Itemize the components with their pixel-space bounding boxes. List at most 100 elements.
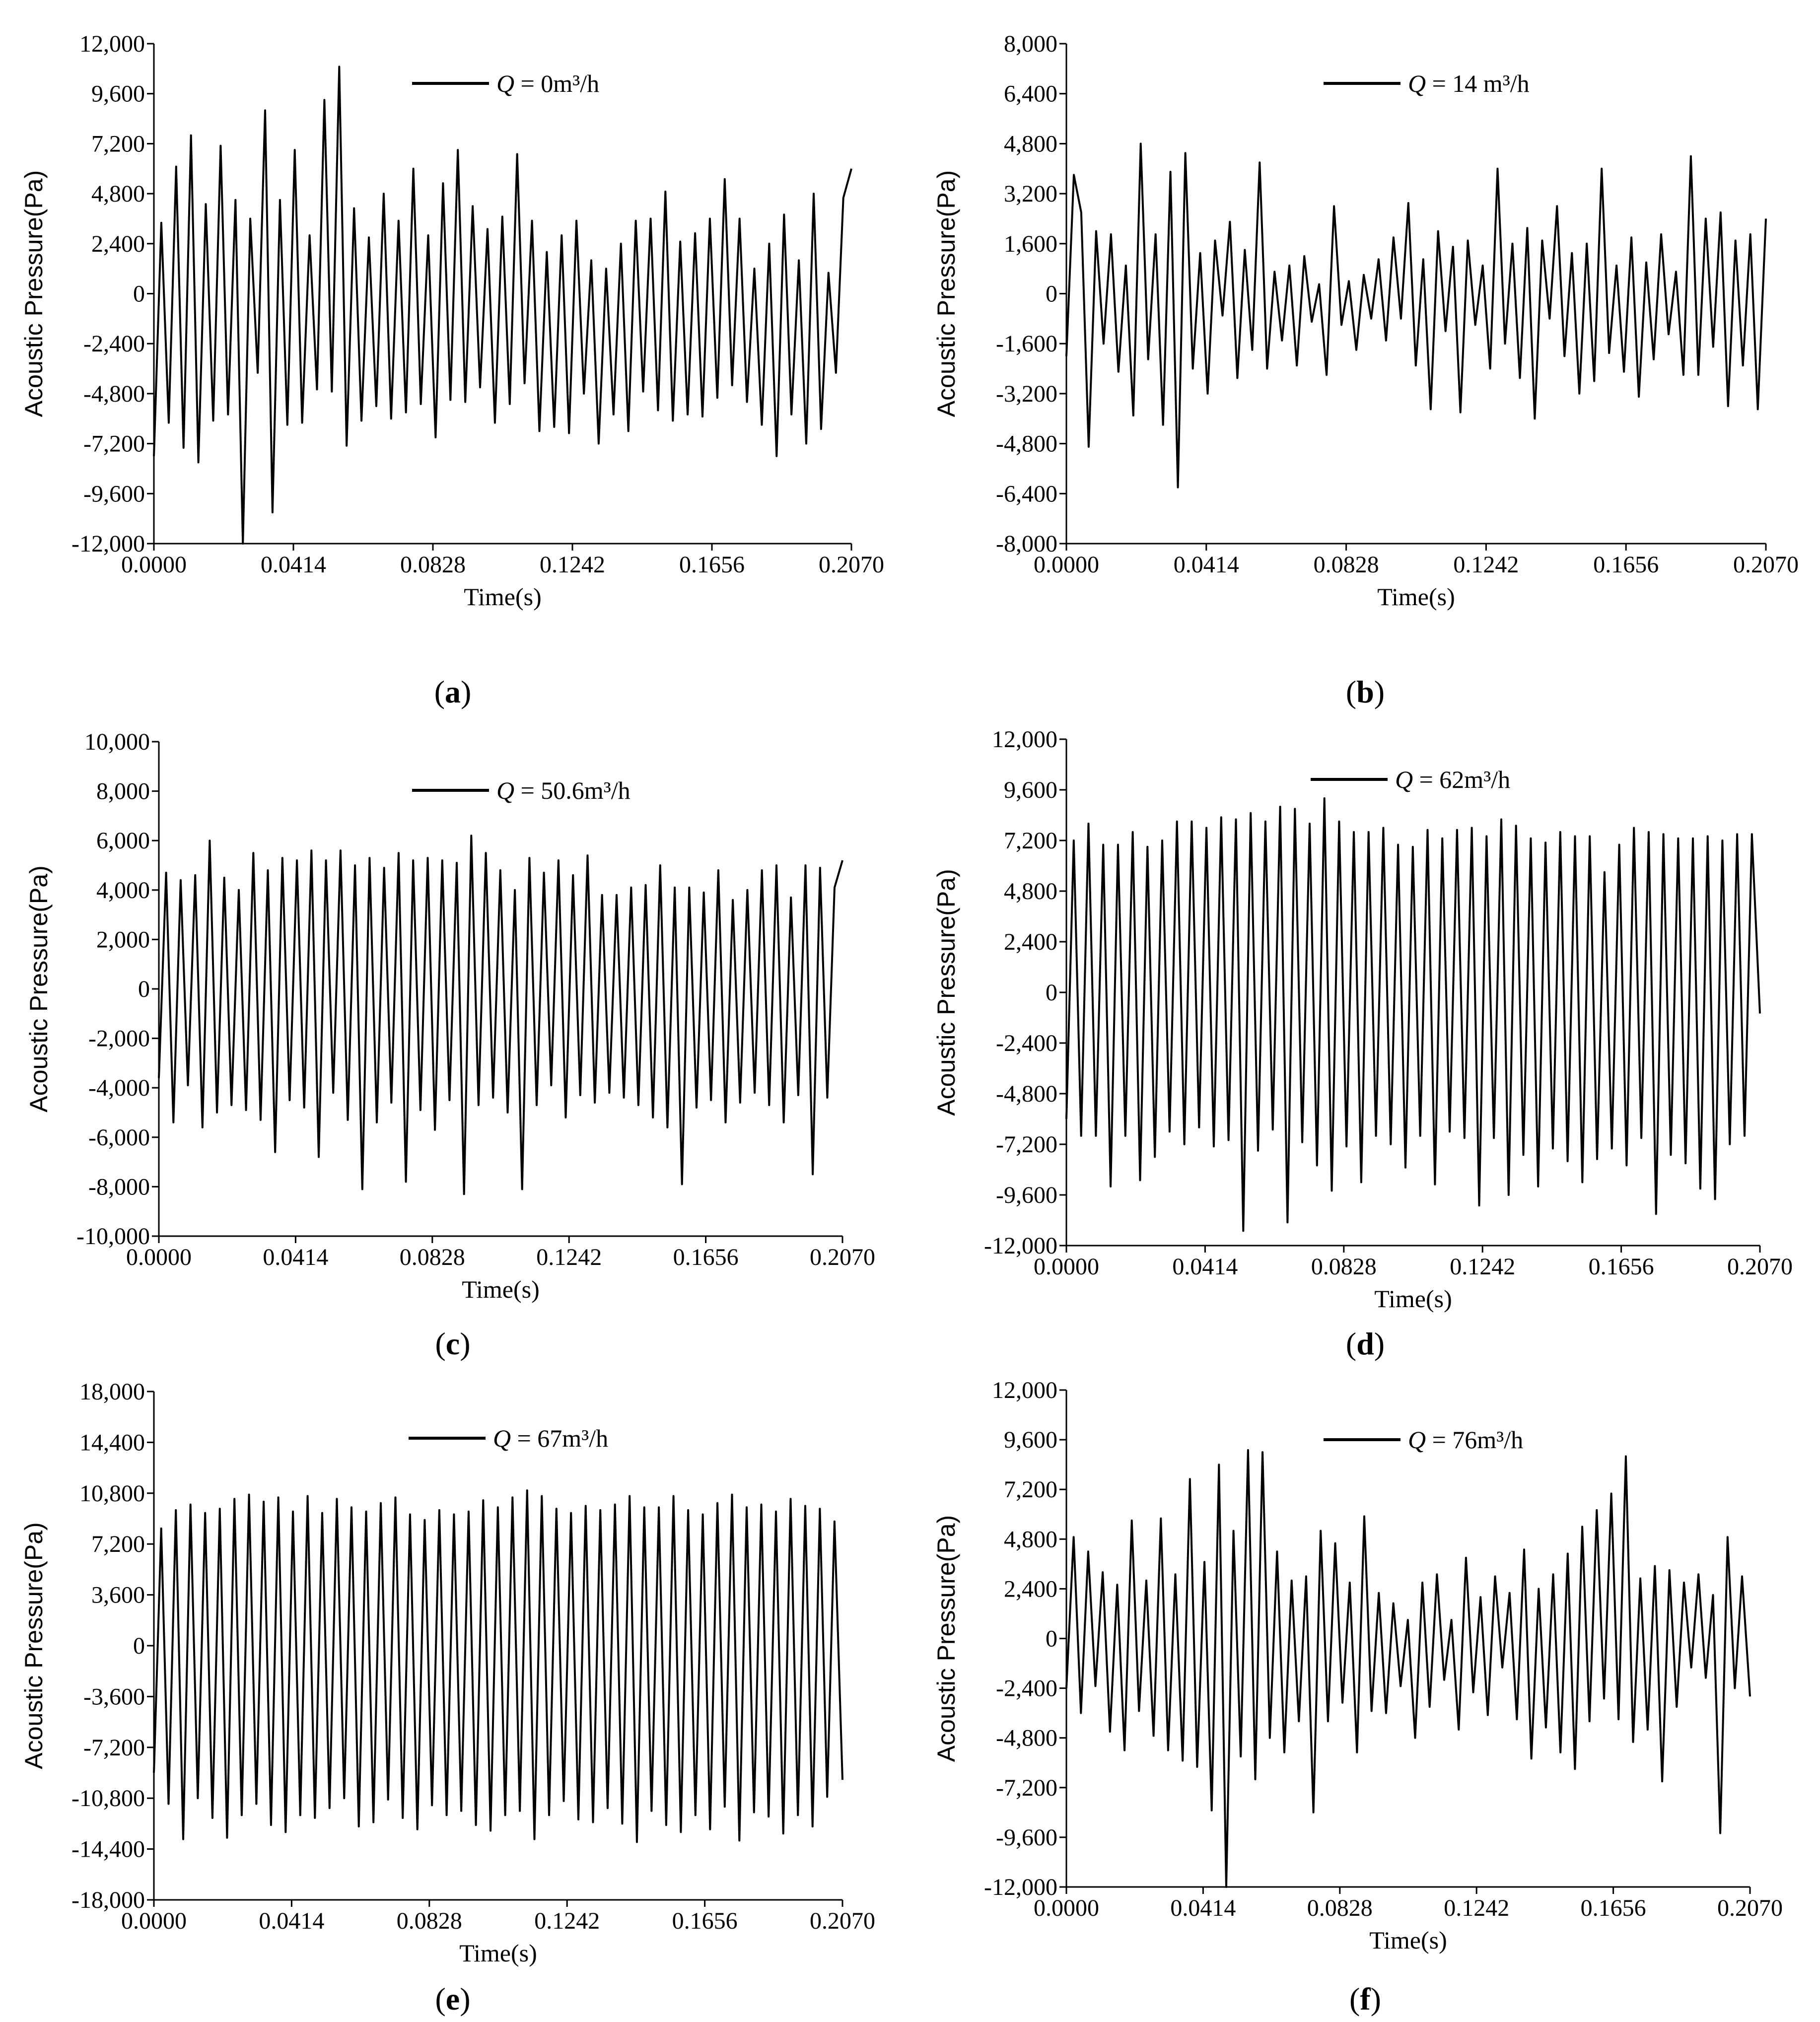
y-tick-label: 0 bbox=[1046, 979, 1057, 1006]
y-tick-label: -2,400 bbox=[996, 1675, 1057, 1702]
legend: Q = 0m³/h bbox=[412, 70, 599, 97]
y-tick-label: 3,200 bbox=[1004, 181, 1057, 207]
chart-panel-f: -12,000 -9,600 -7,200 -4,800 -2,400 0 2,400 4,8… bbox=[932, 1377, 1783, 2017]
legend-label: Q = 14 m³/h bbox=[1408, 70, 1530, 97]
y-tick-label: 4,800 bbox=[1004, 878, 1057, 905]
legend: Q = 50.6m³/h bbox=[412, 776, 630, 804]
chart-panel-d: -12,000 -9,600 -7,200 -4,800 -2,400 0 2,400 4,8… bbox=[932, 726, 1793, 1361]
y-tick-label: -12,000 bbox=[984, 1874, 1057, 1900]
y-tick-label: 2,400 bbox=[1004, 1576, 1057, 1602]
x-tick-label: 0.1656 bbox=[673, 1244, 739, 1270]
y-tick-label: 0 bbox=[133, 1633, 145, 1659]
x-tick-label: 0.0414 bbox=[1170, 1895, 1236, 1921]
y-tick-label: 12,000 bbox=[992, 726, 1057, 753]
x-tick-label: 0.1656 bbox=[1581, 1895, 1646, 1921]
x-tick-label: 0.2070 bbox=[819, 552, 884, 578]
y-tick-label: -2,400 bbox=[83, 331, 145, 357]
y-tick-label: 1,600 bbox=[1004, 231, 1057, 257]
x-tick-label: 0.2070 bbox=[810, 1908, 875, 1934]
y-tick-label: 2,400 bbox=[1004, 929, 1057, 955]
series-line bbox=[1065, 1449, 1751, 1888]
y-tick-label: 0 bbox=[138, 976, 150, 1002]
chart-panel-c: -10,000 -8,000 -6,000 -4,000 -2,000 0 2,000 4,0… bbox=[25, 729, 875, 1361]
legend: Q = 67m³/h bbox=[409, 1424, 608, 1452]
x-axis-title: Time(s) bbox=[1369, 1926, 1447, 1954]
x-tick-label: 0.0414 bbox=[263, 1244, 328, 1270]
y-tick-label: 0 bbox=[1046, 1626, 1057, 1652]
y-tick-label: -4,800 bbox=[996, 1725, 1057, 1751]
y-axis-title: Acoustic Pressure(Pa) bbox=[932, 170, 960, 417]
y-tick-label: -7,200 bbox=[83, 431, 145, 457]
legend-label: Q = 67m³/h bbox=[493, 1424, 608, 1452]
x-tick-label: 0.2070 bbox=[1717, 1895, 1783, 1921]
y-tick-label: 2,400 bbox=[91, 231, 145, 257]
x-axis-title: Time(s) bbox=[459, 1939, 537, 1967]
x-tick-label: 0.0000 bbox=[1034, 1895, 1099, 1921]
legend-label: Q = 62m³/h bbox=[1395, 766, 1510, 793]
x-tick-label: 0.0828 bbox=[400, 552, 466, 578]
legend: Q = 14 m³/h bbox=[1324, 70, 1530, 97]
y-tick-label: 6,000 bbox=[96, 828, 150, 854]
y-tick-label: -10,800 bbox=[71, 1785, 145, 1812]
y-axis-title: Acoustic Pressure(Pa) bbox=[932, 1515, 960, 1762]
x-tick-label: 0.1242 bbox=[534, 1908, 600, 1934]
x-tick-label: 0.1242 bbox=[1444, 1895, 1509, 1921]
x-tick-label: 0.0828 bbox=[1314, 552, 1379, 578]
y-axis-title: Acoustic Pressure(Pa) bbox=[25, 865, 53, 1112]
x-tick-label: 0.1242 bbox=[540, 552, 605, 578]
y-tick-label: 6,400 bbox=[1004, 81, 1057, 107]
y-axis-title: Acoustic Pressure(Pa) bbox=[20, 1522, 48, 1769]
x-axis-title: Time(s) bbox=[462, 1275, 540, 1303]
y-tick-label: 8,000 bbox=[1004, 31, 1057, 57]
y-tick-label: -12,000 bbox=[984, 1233, 1057, 1259]
x-tick-label: 0.1242 bbox=[536, 1244, 602, 1270]
y-tick-label: -6,400 bbox=[996, 481, 1057, 507]
legend-label: Q = 76m³/h bbox=[1408, 1426, 1523, 1454]
y-tick-label: 12,000 bbox=[992, 1377, 1057, 1403]
y-axis-title: Acoustic Pressure(Pa) bbox=[20, 170, 48, 417]
y-tick-label: -3,200 bbox=[996, 381, 1057, 407]
x-tick-label: 0.2070 bbox=[1727, 1254, 1793, 1280]
y-tick-label: 14,400 bbox=[79, 1429, 145, 1456]
x-tick-label: 0.0000 bbox=[1034, 552, 1099, 578]
y-tick-label: 3,600 bbox=[91, 1582, 145, 1608]
y-tick-label: -8,000 bbox=[996, 531, 1057, 557]
x-tick-label: 0.0414 bbox=[1174, 552, 1239, 578]
y-tick-label: 9,600 bbox=[91, 81, 145, 107]
y-tick-label: 9,600 bbox=[1004, 777, 1057, 803]
x-axis-title: Time(s) bbox=[1374, 1285, 1452, 1313]
y-tick-label: 7,200 bbox=[91, 1531, 145, 1557]
series-line bbox=[158, 835, 843, 1195]
y-tick-label: -2,400 bbox=[996, 1030, 1057, 1056]
panel-caption: (f) bbox=[1349, 1981, 1381, 2017]
y-tick-label: 4,800 bbox=[91, 181, 145, 207]
x-tick-label: 0.1656 bbox=[1593, 552, 1659, 578]
y-tick-label: 7,200 bbox=[1004, 1476, 1057, 1503]
y-tick-label: -2,000 bbox=[88, 1026, 150, 1052]
y-axis-title: Acoustic Pressure(Pa) bbox=[932, 869, 960, 1116]
y-tick-label: 7,200 bbox=[1004, 828, 1057, 854]
x-tick-label: 0.1656 bbox=[1589, 1254, 1654, 1280]
y-tick-label: -9,600 bbox=[996, 1182, 1057, 1208]
y-tick-label: 2,000 bbox=[96, 926, 150, 953]
y-tick-label: -18,000 bbox=[71, 1887, 145, 1913]
y-tick-label: -7,200 bbox=[996, 1131, 1057, 1158]
series-line bbox=[153, 1489, 843, 1843]
y-tick-label: 4,800 bbox=[1004, 1526, 1057, 1552]
x-tick-label: 0.0414 bbox=[259, 1908, 324, 1934]
y-tick-label: -4,000 bbox=[88, 1075, 150, 1101]
y-tick-label: 0 bbox=[1046, 281, 1057, 307]
y-tick-label: 4,000 bbox=[96, 877, 150, 904]
x-tick-label: 0.1242 bbox=[1450, 1254, 1515, 1280]
x-tick-label: 0.1656 bbox=[672, 1908, 738, 1934]
y-tick-label: 7,200 bbox=[91, 131, 145, 157]
y-tick-label: -1,600 bbox=[996, 331, 1057, 357]
y-tick-label: -4,800 bbox=[996, 431, 1057, 457]
panel-caption: (c) bbox=[435, 1326, 470, 1361]
y-tick-label: -14,400 bbox=[71, 1836, 145, 1863]
y-tick-label: 4,800 bbox=[1004, 131, 1057, 157]
x-tick-label: 0.1656 bbox=[679, 552, 745, 578]
chart-panel-b: -8,000 -6,400 -4,800 -3,200 -1,600 0 1,600 3,20… bbox=[932, 31, 1799, 709]
x-tick-label: 0.0828 bbox=[400, 1244, 465, 1270]
x-tick-label: 0.0828 bbox=[397, 1908, 462, 1934]
